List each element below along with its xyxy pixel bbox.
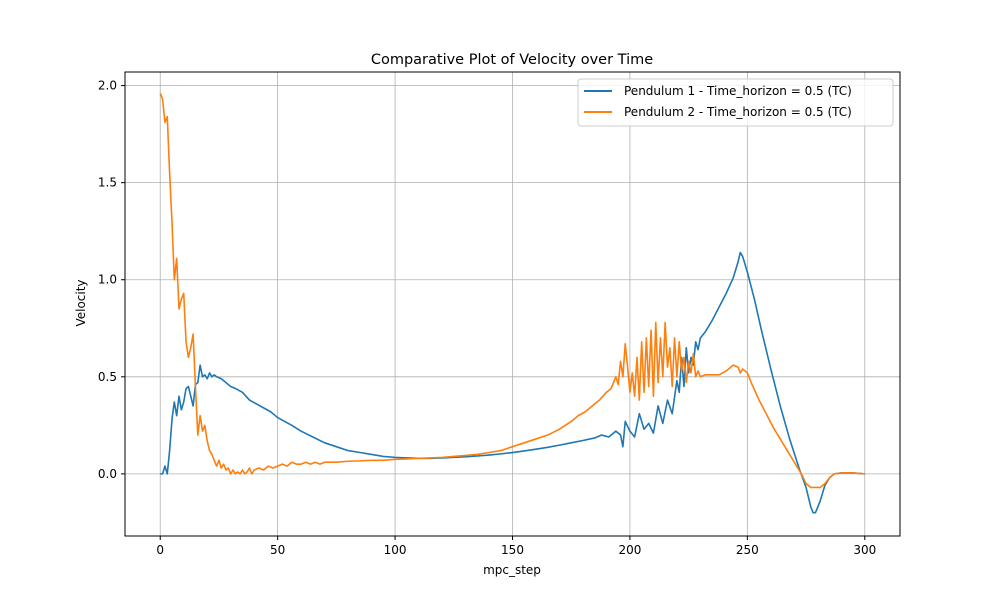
y-tick-label: 0.0 (98, 467, 117, 481)
y-tick-label: 2.0 (98, 79, 117, 93)
x-tick-label: 250 (736, 543, 759, 557)
y-tick-label: 1.0 (98, 273, 117, 287)
series-line-pendulum-1 (160, 251, 865, 514)
legend: Pendulum 1 - Time_horizon = 0.5 (TC) Pen… (577, 78, 894, 127)
x-axis-ticks: 0 50 100 150 200 250 300 (156, 536, 876, 557)
x-tick-label: 300 (853, 543, 876, 557)
x-axis-label: mpc_step (483, 563, 541, 577)
legend-box (577, 78, 894, 127)
y-axis-label: Velocity (74, 279, 88, 326)
x-tick-label: 200 (618, 543, 641, 557)
x-tick-label: 150 (501, 543, 524, 557)
chart-title: Comparative Plot of Velocity over Time (371, 52, 653, 68)
x-tick-label: 0 (156, 543, 164, 557)
grid (125, 72, 900, 536)
series-line-pendulum-2 (159, 93, 865, 489)
y-axis-ticks: 0.0 0.5 1.0 1.5 2.0 (98, 79, 125, 481)
legend-label-pendulum-2: Pendulum 2 - Time_horizon = 0.5 (TC) (624, 105, 852, 119)
x-tick-label: 100 (384, 543, 407, 557)
legend-label-pendulum-1: Pendulum 1 - Time_horizon = 0.5 (TC) (624, 84, 852, 98)
y-tick-label: 0.5 (98, 370, 117, 384)
plot-lines (159, 93, 865, 514)
x-tick-label: 50 (270, 543, 285, 557)
y-tick-label: 1.5 (98, 176, 117, 190)
